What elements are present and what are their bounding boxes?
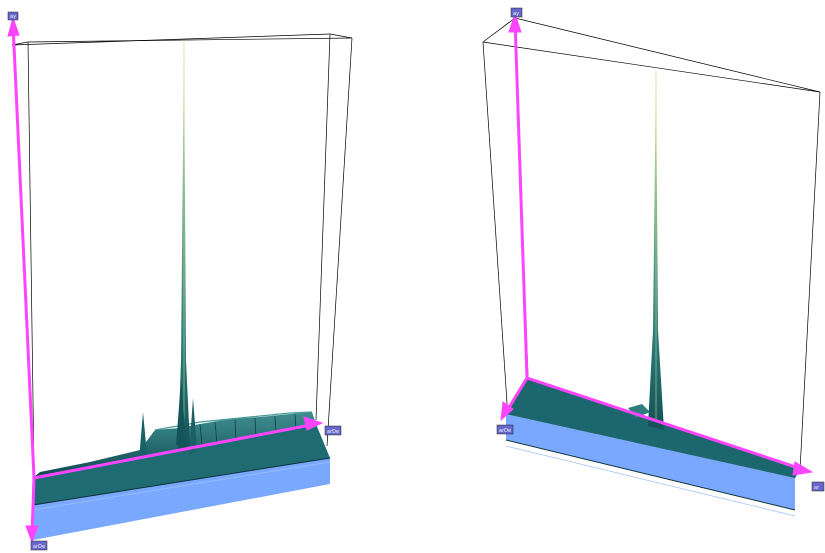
- right-3d-plot[interactable]: ay arDe ar: [482, 7, 825, 517]
- right-axis-label-left: arDe: [496, 424, 514, 435]
- svg-text:arDe: arDe: [499, 428, 511, 434]
- left-axis-label-front: arDe: [30, 540, 48, 551]
- right-axes: [500, 12, 814, 476]
- left-axes: [7, 16, 324, 544]
- left-peak-3: [189, 398, 197, 455]
- left-peak-2: [139, 412, 147, 460]
- left-ridge-band: [33, 412, 316, 478]
- left-bounding-box: [11, 33, 353, 473]
- right-base-slab: [506, 414, 795, 510]
- left-3d-plot[interactable]: ay arDe arDe: [7, 11, 353, 551]
- svg-text:ay: ay: [513, 11, 519, 17]
- left-peak-4: [176, 380, 186, 446]
- right-axis-label-vertical: ay: [510, 7, 523, 18]
- svg-text:ay: ay: [10, 14, 16, 20]
- left-axis-label-right: arDe: [324, 425, 342, 436]
- left-axis-label-vertical: ay: [7, 11, 19, 21]
- svg-text:arDe: arDe: [327, 429, 339, 435]
- right-axis-label-right: ar: [811, 481, 825, 492]
- left-base-slab: [33, 458, 330, 540]
- left-surface-floor: [33, 424, 330, 505]
- svg-text:arDe: arDe: [33, 544, 45, 550]
- svg-text:ar: ar: [814, 485, 820, 491]
